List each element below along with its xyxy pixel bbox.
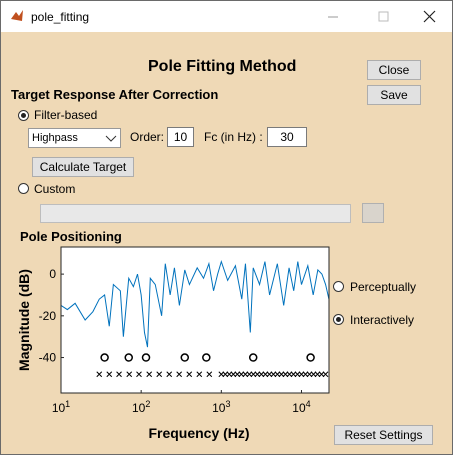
fc-input[interactable]: 30 bbox=[267, 127, 307, 147]
radio-label: Perceptually bbox=[350, 280, 417, 294]
radio-label: Filter-based bbox=[34, 108, 98, 122]
pole-marker bbox=[202, 353, 211, 362]
x-tick-label: 104 bbox=[292, 399, 310, 415]
fc-label: Fc (in Hz) : bbox=[204, 130, 263, 144]
cross-marker bbox=[196, 371, 203, 378]
radio-button[interactable] bbox=[333, 281, 344, 292]
cross-marker bbox=[206, 371, 213, 378]
window-title: pole_fitting bbox=[31, 10, 90, 24]
y-tick-label: 0 bbox=[49, 267, 56, 281]
order-input[interactable]: 10 bbox=[167, 127, 194, 147]
radio-button[interactable] bbox=[18, 110, 29, 121]
cross-marker bbox=[176, 371, 183, 378]
pole-marker bbox=[141, 353, 151, 362]
path-field[interactable] bbox=[40, 204, 351, 223]
section-title: Target Response After Correction bbox=[11, 87, 219, 102]
cross-marker bbox=[146, 371, 153, 378]
x-tick-label: 103 bbox=[212, 399, 230, 415]
app-icon bbox=[11, 10, 23, 21]
pole-marker bbox=[124, 353, 133, 362]
cross-marker bbox=[136, 371, 142, 378]
reset-button[interactable]: Reset Settings bbox=[334, 425, 433, 445]
section-title: Pole Positioning bbox=[20, 229, 122, 244]
dropdown-value: Highpass bbox=[32, 132, 78, 144]
cross-marker bbox=[126, 371, 133, 378]
x-tick-label: 101 bbox=[52, 399, 70, 415]
cross-marker bbox=[322, 371, 329, 378]
pole-marker bbox=[306, 353, 315, 362]
cross-marker bbox=[116, 371, 122, 378]
y-tick-label: -20 bbox=[39, 309, 57, 323]
cross-marker bbox=[166, 371, 173, 378]
dropdown-arrow bbox=[105, 135, 117, 142]
pole-marker bbox=[248, 353, 258, 362]
cross-marker bbox=[186, 371, 193, 378]
close-button[interactable]: Close bbox=[367, 60, 421, 80]
radio-label: Custom bbox=[34, 182, 76, 196]
x-axis-label: Frequency (Hz) bbox=[148, 425, 249, 441]
browse-button[interactable] bbox=[362, 203, 384, 223]
save-button[interactable]: Save bbox=[367, 85, 421, 105]
radio-label: Interactively bbox=[350, 313, 415, 327]
plot-area bbox=[61, 247, 329, 393]
axes-box bbox=[60, 246, 330, 394]
cross-marker bbox=[96, 371, 103, 378]
chart: -40 -20 0 101 102 103 104 Frequency (Hz) Magnitu… bbox=[16, 246, 330, 441]
radio-button[interactable] bbox=[18, 183, 29, 194]
y-axis-label: Magnitude (dB) bbox=[16, 269, 32, 371]
y-tick-label: -40 bbox=[39, 351, 57, 365]
header-title: Pole Fitting Method bbox=[148, 58, 297, 75]
radio-button[interactable] bbox=[333, 314, 344, 325]
order-label: Order: bbox=[130, 130, 165, 144]
pole-marker bbox=[100, 353, 109, 362]
cross-marker bbox=[106, 371, 113, 378]
window-controls[interactable] bbox=[321, 9, 446, 25]
magnitude-line bbox=[61, 259, 329, 348]
x-tick-label: 102 bbox=[132, 399, 150, 415]
pole-marker bbox=[180, 353, 190, 362]
calculate-button[interactable]: Calculate Target bbox=[32, 157, 134, 177]
dropdown[interactable]: Highpass bbox=[28, 128, 121, 148]
title-bar: pole_fitting bbox=[1, 1, 452, 32]
cross-marker bbox=[156, 371, 163, 378]
